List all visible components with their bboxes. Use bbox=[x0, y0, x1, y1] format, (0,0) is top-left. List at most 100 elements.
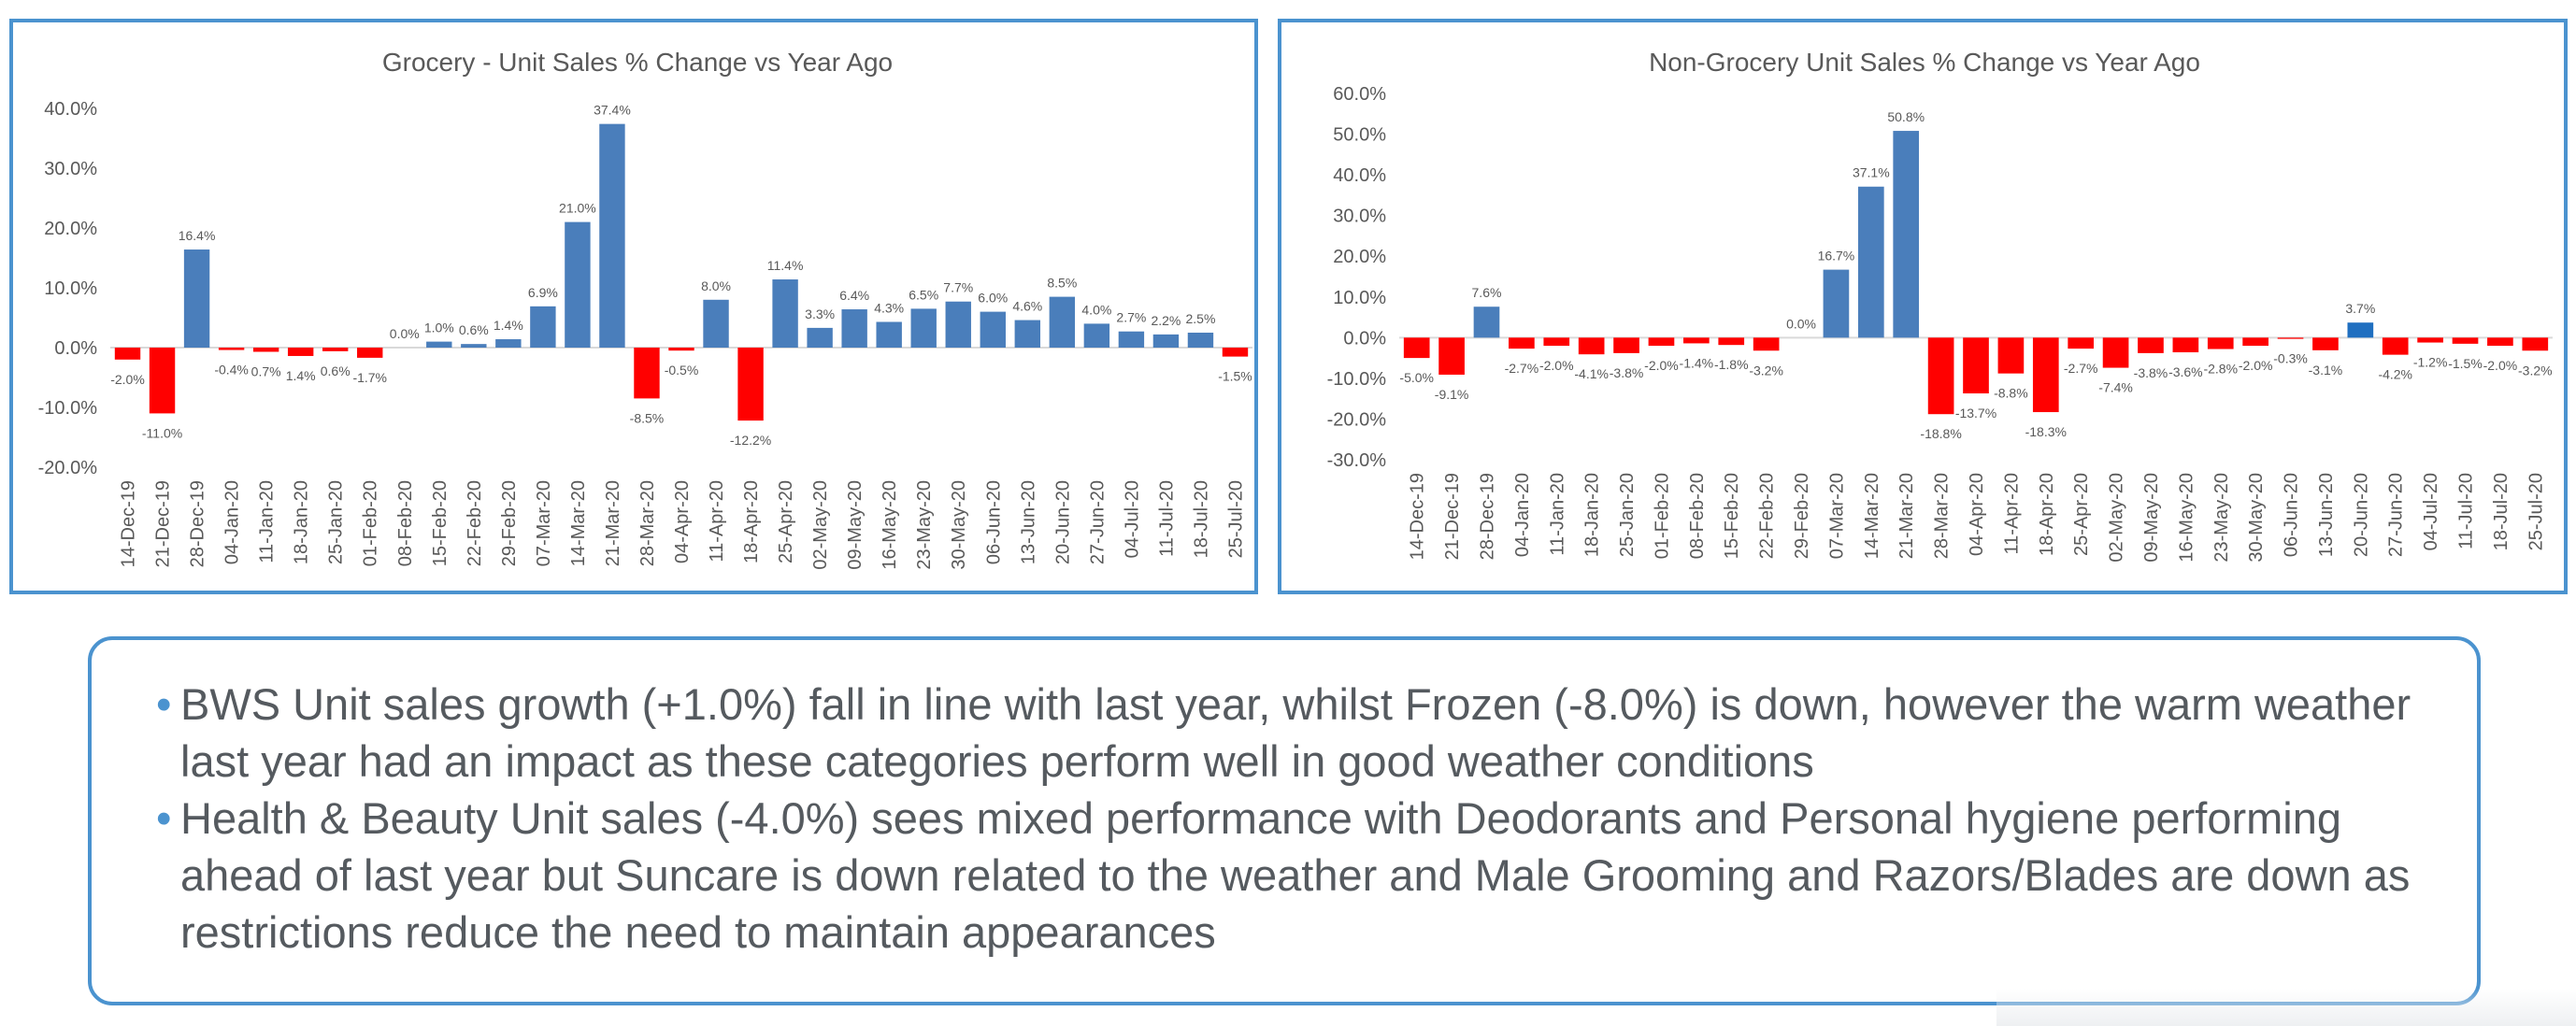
grocery-bar-13-Jun-20 bbox=[1014, 320, 1041, 348]
non-grocery-x-tick-label: 18-Jan-20 bbox=[1582, 473, 1603, 557]
non-grocery-chart-title: Non-Grocery Unit Sales % Change vs Year … bbox=[1649, 48, 2200, 77]
grocery-x-tick-label: 21-Mar-20 bbox=[603, 480, 623, 566]
non-grocery-x-tick-label: 13-Jun-20 bbox=[2316, 473, 2337, 557]
grocery-data-label: 3.3% bbox=[805, 306, 835, 321]
non-grocery-data-label: 7.6% bbox=[1472, 285, 1502, 300]
non-grocery-x-tick-label: 08-Feb-20 bbox=[1687, 473, 1708, 559]
grocery-x-tick-label: 25-Jan-20 bbox=[326, 480, 347, 564]
grocery-data-label: 4.3% bbox=[874, 300, 904, 315]
non-grocery-data-label: -5.0% bbox=[1399, 370, 1434, 385]
non-grocery-bar-09-May-20 bbox=[2138, 337, 2164, 353]
non-grocery-data-label: -0.3% bbox=[2273, 351, 2308, 366]
non-grocery-data-label: -7.4% bbox=[2098, 380, 2133, 395]
grocery-data-label: 1.4% bbox=[286, 368, 316, 383]
non-grocery-data-label: -8.8% bbox=[1994, 386, 2028, 401]
non-grocery-data-label: -1.5% bbox=[2448, 356, 2483, 371]
non-grocery-bar-21-Dec-19 bbox=[1438, 337, 1465, 375]
grocery-x-tick-label: 01-Feb-20 bbox=[361, 480, 381, 566]
non-grocery-bar-18-Jul-20 bbox=[2487, 337, 2513, 347]
grocery-bar-16-May-20 bbox=[876, 321, 902, 348]
non-grocery-data-label: -3.1% bbox=[2309, 363, 2343, 378]
non-grocery-x-tick-label: 09-May-20 bbox=[2141, 473, 2162, 563]
grocery-y-tick-label: 20.0% bbox=[44, 219, 97, 239]
non-grocery-bar-04-Jul-20 bbox=[2417, 337, 2443, 343]
non-grocery-x-tick-label: 18-Jul-20 bbox=[2491, 473, 2512, 550]
grocery-bar-11-Apr-20 bbox=[703, 299, 729, 348]
grocery-bar-18-Jan-20 bbox=[287, 348, 314, 356]
grocery-bar-21-Dec-19 bbox=[149, 348, 176, 414]
grocery-data-label: 7.7% bbox=[943, 280, 973, 295]
grocery-data-label: 4.0% bbox=[1081, 302, 1111, 317]
grocery-data-label: 2.7% bbox=[1116, 310, 1146, 325]
non-grocery-x-tick-label: 04-Jul-20 bbox=[2421, 473, 2441, 550]
grocery-x-tick-label: 18-Apr-20 bbox=[741, 480, 762, 563]
non-grocery-data-label: -18.8% bbox=[1920, 426, 1961, 441]
grocery-bar-14-Dec-19 bbox=[114, 348, 141, 360]
grocery-data-label: -2.0% bbox=[110, 372, 145, 387]
non-grocery-data-label: -2.0% bbox=[2483, 358, 2518, 373]
grocery-data-label: 6.4% bbox=[839, 288, 869, 303]
non-grocery-x-tick-label: 20-Jun-20 bbox=[2351, 473, 2371, 557]
non-grocery-x-tick-label: 11-Apr-20 bbox=[2001, 473, 2022, 554]
grocery-data-label: 21.0% bbox=[559, 201, 596, 216]
non-grocery-bar-01-Feb-20 bbox=[1648, 337, 1675, 347]
grocery-x-tick-label: 13-Jun-20 bbox=[1018, 480, 1038, 564]
non-grocery-y-tick-label: -20.0% bbox=[1327, 409, 1387, 430]
non-grocery-y-tick-label: 60.0% bbox=[1333, 84, 1386, 105]
non-grocery-bar-06-Jun-20 bbox=[2277, 337, 2304, 339]
non-grocery-data-label: -2.7% bbox=[2064, 361, 2098, 376]
grocery-x-tick-label: 16-May-20 bbox=[880, 480, 900, 570]
grocery-bar-04-Jan-20 bbox=[218, 348, 245, 350]
grocery-bar-14-Mar-20 bbox=[565, 221, 591, 348]
non-grocery-bar-04-Apr-20 bbox=[1963, 337, 1989, 394]
grocery-bar-25-Jan-20 bbox=[322, 348, 349, 351]
grocery-x-tick-label: 11-Jul-20 bbox=[1156, 480, 1177, 557]
non-grocery-bar-14-Dec-19 bbox=[1403, 337, 1430, 359]
non-grocery-bar-11-Apr-20 bbox=[1997, 337, 2025, 374]
non-grocery-chart-panel: Non-Grocery Unit Sales % Change vs Year … bbox=[1278, 19, 2568, 594]
grocery-bar-06-Jun-20 bbox=[980, 311, 1006, 348]
grocery-x-tick-label: 11-Jan-20 bbox=[257, 480, 278, 563]
grocery-data-label: -1.7% bbox=[352, 370, 387, 385]
grocery-bar-28-Mar-20 bbox=[634, 348, 660, 399]
grocery-bar-23-May-20 bbox=[910, 308, 937, 348]
commentary-item-health-beauty: • Health & Beauty Unit sales (-4.0%) sees… bbox=[156, 790, 2421, 961]
non-grocery-x-tick-label: 21-Mar-20 bbox=[1896, 473, 1917, 559]
non-grocery-bar-15-Feb-20 bbox=[1718, 337, 1745, 346]
non-grocery-data-label: -1.2% bbox=[2413, 355, 2448, 370]
non-grocery-x-tick-label: 14-Dec-19 bbox=[1408, 473, 1428, 560]
grocery-bar-20-Jun-20 bbox=[1049, 296, 1076, 348]
grocery-data-label: 6.0% bbox=[978, 291, 1008, 306]
grocery-y-tick-label: 0.0% bbox=[54, 338, 97, 359]
grocery-data-label: 2.2% bbox=[1151, 313, 1181, 328]
non-grocery-bar-21-Mar-20 bbox=[1893, 131, 1920, 338]
non-grocery-x-tick-label: 21-Dec-19 bbox=[1442, 473, 1463, 560]
non-grocery-bar-04-Jan-20 bbox=[1509, 337, 1535, 349]
grocery-x-tick-label: 25-Jul-20 bbox=[1225, 480, 1246, 558]
non-grocery-data-label: -2.7% bbox=[1505, 361, 1539, 376]
grocery-chart-title: Grocery - Unit Sales % Change vs Year Ag… bbox=[382, 48, 893, 77]
grocery-bar-07-Mar-20 bbox=[530, 306, 556, 348]
grocery-y-tick-label: -20.0% bbox=[38, 458, 98, 478]
non-grocery-data-label: -4.2% bbox=[2378, 367, 2412, 382]
grocery-bar-27-Jun-20 bbox=[1083, 323, 1110, 348]
grocery-data-label: 6.5% bbox=[909, 287, 938, 302]
non-grocery-x-tick-label: 27-Jun-20 bbox=[2386, 473, 2407, 557]
non-grocery-x-tick-label: 29-Feb-20 bbox=[1792, 473, 1812, 559]
grocery-x-tick-label: 08-Feb-20 bbox=[395, 480, 416, 566]
non-grocery-bar-27-Jun-20 bbox=[2382, 337, 2409, 355]
non-grocery-y-tick-label: -30.0% bbox=[1327, 450, 1387, 471]
non-grocery-data-label: -2.0% bbox=[1539, 358, 1574, 373]
grocery-y-tick-label: 40.0% bbox=[44, 99, 97, 120]
grocery-data-label: 0.6% bbox=[321, 363, 351, 378]
non-grocery-y-tick-label: 30.0% bbox=[1333, 207, 1386, 227]
grocery-bar-30-May-20 bbox=[945, 301, 971, 348]
non-grocery-x-tick-label: 02-May-20 bbox=[2107, 473, 2127, 563]
non-grocery-bar-13-Jun-20 bbox=[2312, 337, 2339, 350]
non-grocery-data-label: 37.1% bbox=[1853, 165, 1890, 180]
non-grocery-data-label: -2.0% bbox=[2239, 358, 2273, 373]
non-grocery-data-label: -3.8% bbox=[2134, 365, 2168, 380]
non-grocery-data-label: 0.0% bbox=[1786, 316, 1816, 331]
non-grocery-y-tick-label: 40.0% bbox=[1333, 165, 1386, 186]
non-grocery-x-tick-label: 25-Apr-20 bbox=[2071, 473, 2092, 556]
